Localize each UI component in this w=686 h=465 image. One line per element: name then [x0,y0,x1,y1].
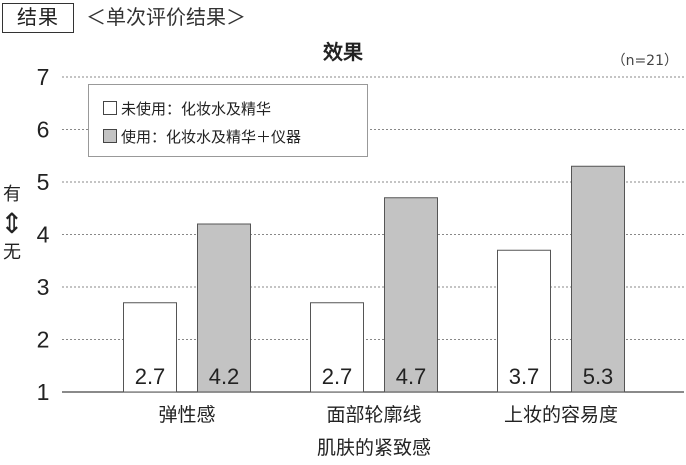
chart-title: 效果 [323,40,363,64]
data-label: 5.3 [583,364,614,389]
data-label: 2.7 [135,364,166,389]
data-label: 2.7 [322,364,353,389]
category-label: 面部轮廓线 [326,404,421,426]
data-label: 4.2 [209,364,240,389]
page-subtitle: ＜单次评价结果＞ [86,5,246,29]
y-tick-label: 4 [37,222,50,248]
y-axis-high-label: 有 [3,184,21,205]
y-tick-label: 5 [37,169,50,195]
legend-item-with-device: 使用：化妆水及精华＋仪器 [103,122,367,150]
category-label: 上妆的容易度 [504,404,618,426]
y-tick-label: 6 [37,117,50,143]
bar-series2-cat2 [384,197,438,393]
double-arrow-icon: ⇕ [0,207,24,240]
legend-label-without-device: 未使用：化妆水及精华 [121,99,272,118]
y-axis-label: 有 ⇕ 无 [0,184,24,264]
category-label: 弹性感 [158,404,215,426]
x-axis-title: 肌肤的紧致感 [317,437,431,459]
sample-size-note: （n=21） [611,53,678,69]
data-label: 4.7 [396,364,427,389]
y-tick-label: 7 [37,64,50,90]
bar-series1-cat1 [123,302,177,393]
result-badge: 结果 [2,3,74,33]
legend-item-without-device: 未使用：化妆水及精华 [103,94,367,122]
legend-swatch-white [103,101,117,115]
bar-series2-cat3 [571,165,625,393]
bar-series2-cat1 [197,223,251,393]
y-tick-label: 2 [37,327,50,353]
y-tick-label: 3 [37,274,50,300]
legend-label-with-device: 使用：化妆水及精华＋仪器 [121,127,302,146]
bar-series1-cat3 [497,249,551,393]
chart-legend: 未使用：化妆水及精华 使用：化妆水及精华＋仪器 [88,84,368,157]
bar-series1-cat2 [310,302,364,393]
y-axis-low-label: 无 [3,242,21,263]
y-tick-label: 1 [37,379,50,405]
data-label: 3.7 [509,364,540,389]
legend-swatch-gray [103,129,117,143]
